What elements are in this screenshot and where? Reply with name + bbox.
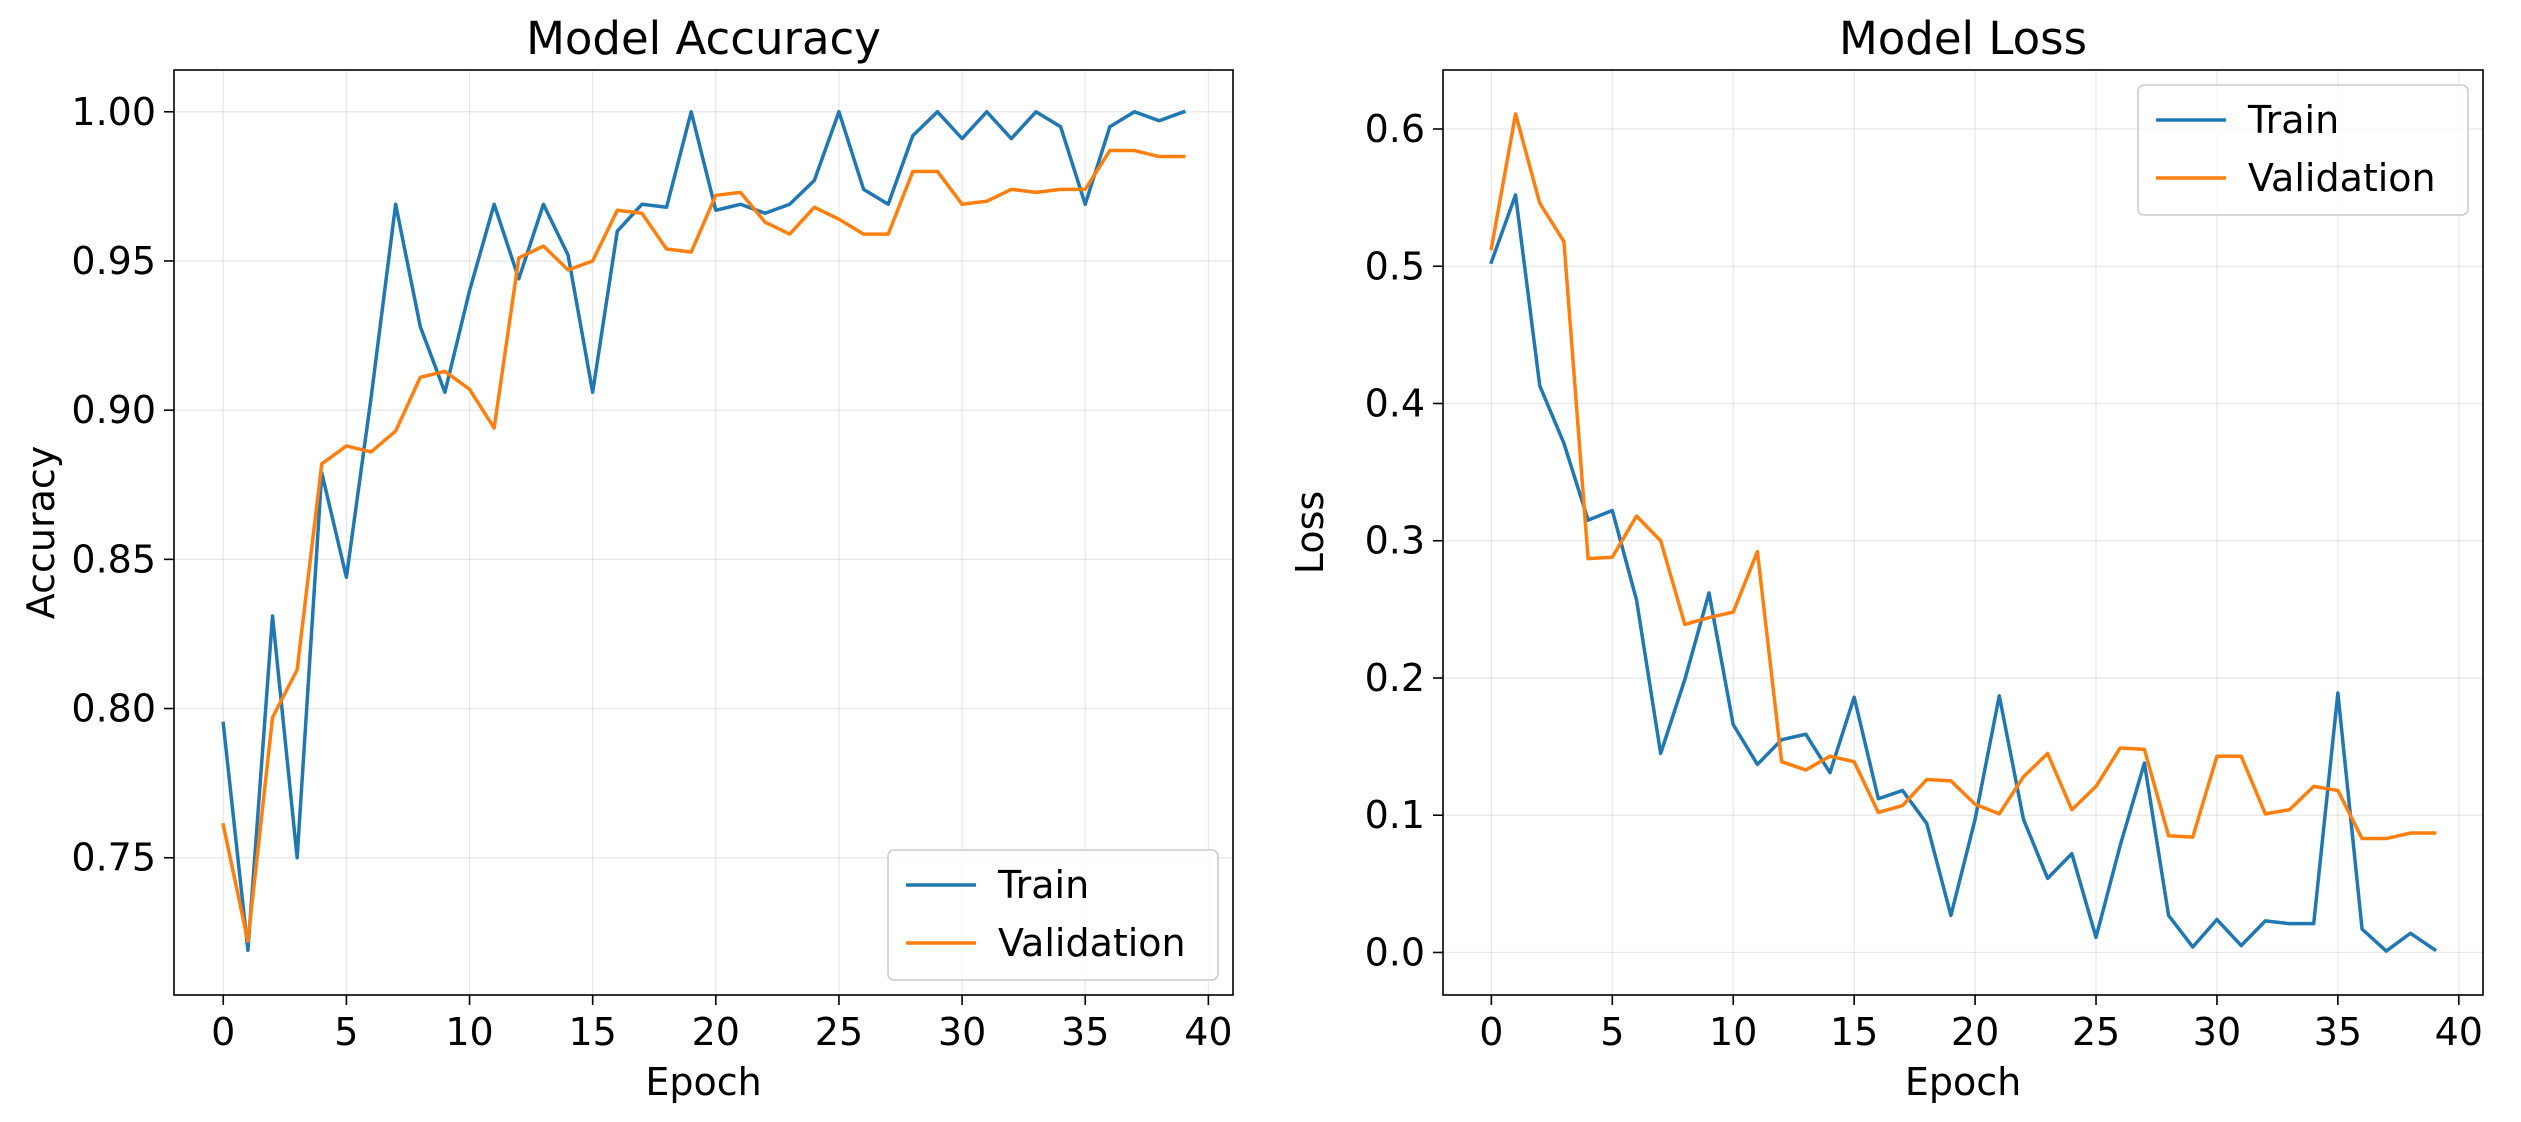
legend-label-validation: Validation [2248,156,2436,200]
x-tick-label: 30 [2193,1010,2241,1054]
x-tick-label: 10 [1709,1010,1757,1054]
legend-label-train: Train [997,863,1089,907]
x-tick-label: 35 [1061,1010,1109,1054]
loss-chart-title: Model Loss [1839,12,2087,65]
legend-box [2137,84,2469,216]
y-tick-label: 0.75 [71,836,156,880]
x-tick-label: 5 [334,1010,358,1054]
accuracy-chart-title: Model Accuracy [526,12,881,65]
y-tick-label: 0.3 [1365,519,1425,563]
x-tick-label: 20 [1951,1010,1999,1054]
y-tick-label: 0.85 [71,537,156,581]
y-tick-label: 0.90 [71,388,156,432]
y-tick-label: 0.5 [1365,244,1425,288]
legend-label-validation: Validation [998,921,1186,965]
legend-box [887,849,1219,981]
accuracy-legend: Train Validation [887,849,1219,981]
y-tick-label: 0.0 [1365,930,1425,974]
x-tick-label: 5 [1600,1010,1624,1054]
y-tick-label: 0.80 [71,687,156,731]
y-tick-label: 0.95 [71,239,156,283]
x-tick-label: 0 [211,1010,235,1054]
legend-label-train: Train [2247,98,2339,142]
x-tick-label: 30 [938,1010,986,1054]
x-tick-label: 25 [815,1010,863,1054]
accuracy-axes-frame [173,69,1234,996]
x-tick-label: 10 [445,1010,493,1054]
loss-chart-panel: 0 5 10 15 20 25 30 35 40 0.0 0.1 0.2 0.3 0.4 0.5 0.6 Mod… [1288,12,2484,1104]
accuracy-train-line [221,109,1186,952]
x-tick-label: 40 [2435,1010,2483,1054]
x-tick-label: 20 [692,1010,740,1054]
loss-train-line [1489,193,2438,953]
accuracy-series-group [221,109,1186,952]
y-tick-label: 0.6 [1365,107,1425,151]
loss-x-axis-label: Epoch [1905,1060,2021,1104]
loss-axes-frame [1442,69,2484,996]
y-tick-label: 0.2 [1365,656,1425,700]
y-tick-label: 1.00 [71,90,156,134]
accuracy-y-axis-label: Accuracy [19,446,63,620]
loss-legend: Train Validation [2137,84,2469,216]
loss-y-axis-label: Loss [1288,491,1332,574]
x-tick-label: 40 [1184,1010,1232,1054]
accuracy-chart-panel: 0 5 10 15 20 25 30 35 40 0.75 0.80 0.85 0.90 0.95 1.00… [19,12,1234,1104]
x-tick-label: 0 [1479,1010,1503,1054]
accuracy-x-axis-label: Epoch [645,1060,761,1104]
x-tick-label: 25 [2072,1010,2120,1054]
loss-validation-line [1489,112,2437,841]
x-tick-label: 15 [1830,1010,1878,1054]
y-tick-label: 0.1 [1365,793,1425,837]
accuracy-validation-line [221,148,1186,944]
y-tick-label: 0.4 [1365,381,1425,425]
loss-series-group [1489,112,2438,953]
x-tick-label: 35 [2314,1010,2362,1054]
x-tick-label: 15 [568,1010,616,1054]
